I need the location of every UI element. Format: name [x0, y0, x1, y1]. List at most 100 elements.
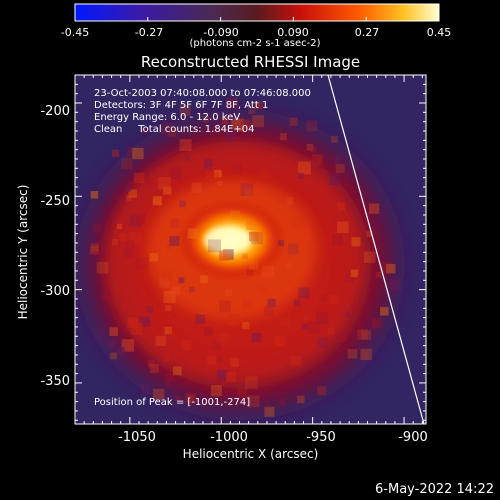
image-pixel	[163, 290, 176, 304]
colorbar-tick-label: 0.27	[354, 26, 380, 39]
image-pixel	[335, 163, 345, 174]
image-pixel	[96, 261, 109, 274]
image-pixel	[231, 118, 245, 132]
image-pixel	[202, 116, 209, 123]
image-pixel	[149, 363, 159, 374]
image-pixel	[90, 245, 99, 255]
image-pixel	[344, 273, 355, 284]
image-pixel	[217, 180, 223, 186]
rhessi-image	[75, 75, 426, 424]
image-pixel	[153, 388, 165, 400]
colorbar-units-label: (photons cm-2 s-1 asec-2)	[189, 38, 321, 49]
image-pixel	[227, 314, 239, 326]
image-pixel	[162, 270, 173, 281]
image-pixel	[116, 347, 125, 355]
image-pixel	[148, 358, 156, 367]
image-pixel	[261, 265, 275, 278]
info-time-range: 23-Oct-2003 07:40:08.000 to 07:46:08.000	[94, 88, 311, 99]
image-pixel	[171, 286, 181, 296]
colorbar-ticks	[74, 17, 440, 21]
image-pixel	[145, 318, 151, 324]
image-pixel	[252, 115, 265, 128]
image-pixel	[336, 331, 347, 343]
image-pixel	[124, 248, 133, 258]
image-pixel	[187, 228, 199, 239]
image-pixel	[298, 287, 310, 299]
image-pixel	[165, 327, 172, 334]
image-pixel	[109, 327, 119, 336]
image-pixel	[134, 172, 145, 184]
image-pixel	[110, 352, 118, 360]
image-pixel	[258, 285, 267, 294]
image-pixel	[179, 104, 191, 117]
x-tick-label: -1000	[210, 430, 248, 445]
image-pixel	[386, 263, 396, 274]
image-pixel	[128, 189, 137, 198]
image-pixel	[224, 126, 234, 137]
colorbar-frame	[74, 3, 440, 22]
image-pixel	[212, 341, 222, 351]
image-pixel	[127, 147, 136, 156]
image-pixel	[303, 156, 317, 170]
image-pixel	[241, 119, 251, 129]
image-pixel	[249, 231, 259, 242]
image-pixel	[178, 277, 185, 284]
image-pixel	[216, 355, 223, 363]
image-pixel	[191, 182, 202, 193]
image-pixel	[163, 355, 170, 363]
image-pixel	[147, 360, 155, 368]
image-pixel	[123, 219, 131, 227]
peak-position-label: Position of Peak = [-1001,-274]	[94, 397, 251, 408]
image-pixel	[289, 117, 298, 126]
image-pixel	[278, 398, 286, 406]
info-detectors: Detectors: 3F 4F 5F 6F 7F 8F, Att 1	[94, 100, 269, 111]
image-pixel	[127, 317, 138, 328]
image-pixel	[242, 299, 252, 310]
image-pixel	[140, 127, 148, 135]
image-pixel	[155, 335, 167, 347]
image-pixel	[328, 173, 341, 185]
image-pixel	[234, 118, 240, 125]
image-pixel	[357, 329, 368, 340]
image-pixel	[301, 323, 308, 330]
image-pixel	[350, 269, 359, 278]
image-pixel	[225, 97, 238, 110]
image-pixel	[279, 133, 287, 141]
image-pixel	[121, 339, 135, 352]
plot-title: Reconstructed RHESSI Image	[140, 53, 361, 71]
image-pixel	[168, 129, 177, 137]
image-pixel	[225, 289, 233, 297]
image-pixel	[306, 143, 314, 151]
image-pixel	[129, 214, 142, 227]
image-pixel	[248, 260, 259, 270]
image-pixel	[224, 128, 238, 141]
image-pixel	[266, 304, 274, 313]
image-pixel	[200, 275, 208, 284]
image-pixel	[311, 154, 323, 166]
image-pixel	[280, 316, 291, 327]
image-pixel	[111, 149, 120, 158]
image-pixel	[317, 386, 327, 396]
image-pixel	[152, 196, 162, 206]
image-pixel	[208, 239, 222, 253]
image-pixel	[360, 348, 372, 361]
colorbar-tick-label: 0.45	[426, 26, 452, 39]
image-pixel	[292, 216, 305, 229]
image-pixel	[179, 200, 187, 208]
image-pixel	[120, 157, 133, 170]
image-pixel	[172, 366, 182, 376]
image-pixel	[367, 222, 376, 231]
image-pixel	[259, 169, 269, 179]
image-pixel	[232, 164, 242, 174]
image-pixel	[218, 332, 229, 344]
image-pixel	[291, 355, 301, 366]
image-pixel	[244, 188, 252, 196]
info-clean-counts: Clean Total counts: 1.84E+04	[94, 124, 255, 135]
image-pixel	[149, 253, 158, 262]
image-pixel	[108, 341, 116, 349]
image-pixel	[297, 395, 305, 404]
image-pixel	[90, 243, 99, 252]
image-pixel	[223, 249, 234, 260]
image-pixel	[92, 223, 102, 233]
